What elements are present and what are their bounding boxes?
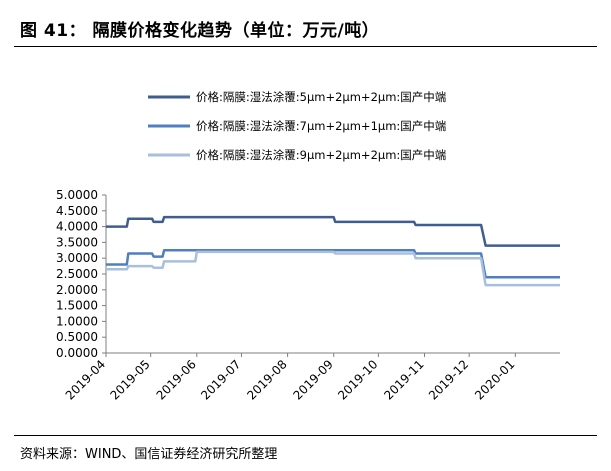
legend-label: 价格:隔膜:湿法涂覆:7μm+2μm+1μm:国产中端	[196, 119, 446, 133]
y-tick-label: 0.0000	[56, 346, 98, 360]
series-line	[106, 215, 560, 247]
x-tick-label: 2020-01	[472, 357, 517, 402]
x-tick-label: 2019-12	[426, 357, 471, 402]
x-tick-label: 2019-05	[107, 357, 152, 402]
x-tick-label: 2019-07	[198, 357, 243, 402]
title-divider	[14, 46, 597, 47]
y-tick-label: 3.5000	[56, 235, 98, 249]
x-tick-label: 2019-10	[335, 357, 380, 402]
figure-title: 图 41： 隔膜价格变化趋势（单位：万元/吨）	[20, 21, 380, 41]
y-tick-label: 0.5000	[56, 330, 98, 344]
y-tick-label: 1.0000	[56, 314, 98, 328]
source-divider	[14, 435, 597, 436]
x-tick-label: 2019-06	[154, 357, 199, 402]
legend-label: 价格:隔膜:湿法涂覆:5μm+2μm+2μm:国产中端	[196, 90, 446, 104]
series-line	[106, 250, 560, 287]
series-line	[106, 249, 560, 279]
y-tick-label: 4.5000	[56, 204, 98, 218]
figure-source: 资料来源：WIND、国信证券经济研究所整理	[20, 447, 278, 462]
y-tick-label: 5.0000	[56, 188, 98, 202]
y-tick-label: 2.5000	[56, 267, 98, 281]
x-tick-label: 2019-08	[244, 357, 289, 402]
x-tick-label: 2019-09	[291, 357, 336, 402]
x-tick-label: 2019-04	[63, 357, 108, 402]
x-tick-label: 2019-11	[381, 357, 426, 402]
y-tick-label: 3.0000	[56, 251, 98, 265]
legend-label: 价格:隔膜:湿法涂覆:9μm+2μm+2μm:国产中端	[196, 148, 446, 162]
y-tick-label: 4.0000	[56, 220, 98, 234]
y-tick-label: 2.0000	[56, 283, 98, 297]
y-tick-label: 1.5000	[56, 299, 98, 313]
